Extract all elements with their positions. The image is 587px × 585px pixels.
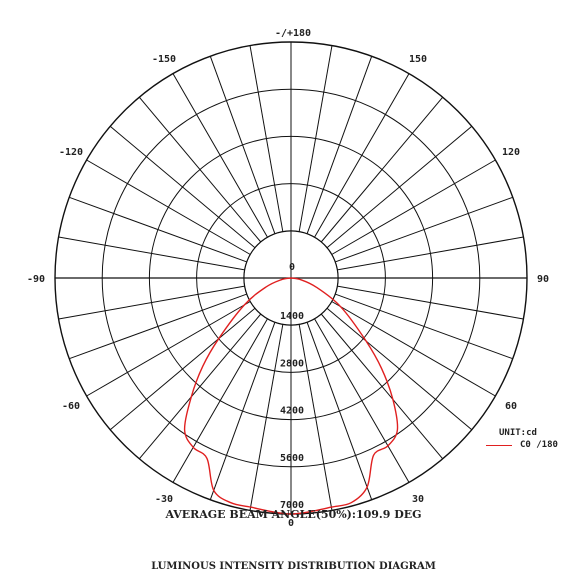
angle-label: -30 [155, 494, 173, 505]
grid-spoke [209, 321, 276, 500]
grid-spoke [326, 307, 473, 431]
angle-label: -120 [59, 147, 83, 158]
grid-spoke [320, 96, 444, 243]
grid-spoke [298, 45, 333, 232]
grid-spoke [172, 318, 268, 483]
angle-label: 30 [412, 494, 424, 505]
angle-label: -90 [27, 274, 45, 285]
grid-spoke [331, 301, 496, 397]
grid-spoke [314, 73, 410, 238]
legend-series-name: C0 /180 [520, 440, 558, 450]
grid-spoke [58, 236, 245, 271]
grid-spoke [69, 196, 248, 263]
angle-labels: -/+180 -150 150 -120 120 -90 90 -60 60 -30 30 0 [27, 28, 549, 529]
radial-label: 1400 [280, 311, 304, 322]
radial-labels: 0 1400 2800 4200 5600 7000 [280, 262, 304, 511]
legend: UNIT:cd C0 /180 [486, 428, 558, 450]
grid-spoke [172, 73, 268, 238]
radial-label: 2800 [280, 358, 304, 369]
diagram-title: LUMINOUS INTENSITY DISTRIBUTION DIAGRAM [151, 561, 436, 572]
grid-spoke [249, 324, 284, 511]
angle-label: -150 [152, 54, 176, 65]
grid-spoke [337, 236, 524, 271]
grid-spoke [298, 324, 333, 511]
grid-spoke [109, 125, 256, 249]
radial-label: 5600 [280, 453, 304, 464]
grid-spoke [86, 301, 251, 397]
beam-angle-caption: AVERAGE BEAM ANGLE(50%):109.9 DEG [165, 508, 422, 521]
angle-label: 0 [288, 518, 294, 529]
grid-spoke [138, 96, 262, 243]
grid-spoke [314, 318, 410, 483]
grid-spoke [306, 56, 373, 235]
grid-spoke [209, 56, 276, 235]
grid-spoke [306, 321, 373, 500]
polar-grid [54, 41, 528, 515]
angle-label: -60 [62, 401, 80, 412]
grid-spoke [334, 293, 513, 360]
grid-spoke [320, 313, 444, 460]
radial-label: 0 [289, 262, 295, 273]
grid-spoke [326, 125, 473, 249]
radial-label: 4200 [280, 406, 304, 417]
radial-label: 7000 [280, 500, 304, 511]
grid-spoke [337, 285, 524, 320]
angle-label: 150 [409, 54, 427, 65]
grid-spoke [86, 159, 251, 255]
grid-spoke [334, 196, 513, 263]
angle-label: 90 [537, 274, 549, 285]
grid-spoke [138, 313, 262, 460]
grid-spoke [58, 285, 245, 320]
series-curve [183, 277, 399, 515]
legend-swatch [486, 444, 512, 446]
legend-item: C0 /180 [486, 440, 558, 450]
grid-spoke [331, 159, 496, 255]
unit-label: UNIT:cd [499, 428, 537, 438]
series-layer [183, 277, 399, 515]
angle-label: 120 [502, 147, 520, 158]
grid-spoke [109, 307, 256, 431]
grid-spoke [249, 45, 284, 232]
angle-label: 60 [505, 401, 517, 412]
angle-label: -/+180 [275, 28, 311, 39]
grid-spoke [69, 293, 248, 360]
